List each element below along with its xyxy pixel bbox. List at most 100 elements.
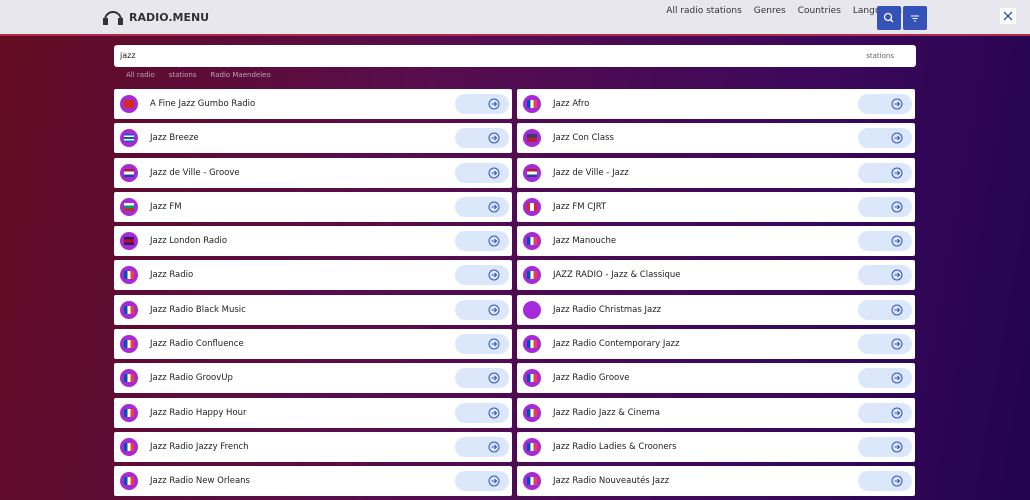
station-card[interactable]: Jazz Breeze xyxy=(114,123,512,154)
play-button[interactable] xyxy=(858,334,912,355)
station-name[interactable]: Jazz Radio Nouveautés Jazz xyxy=(553,476,670,487)
scope-select[interactable]: stations xyxy=(866,52,894,60)
play-button[interactable] xyxy=(455,471,509,492)
breadcrumb: All radio stations Radio Maendeleo xyxy=(126,71,271,79)
station-name[interactable]: Jazz Radio Jazz & Cinema xyxy=(553,407,661,418)
play-button[interactable] xyxy=(858,265,912,286)
search-bar[interactable]: jazz stations xyxy=(114,45,916,67)
station-name[interactable]: Jazz Radio Black Music xyxy=(150,304,246,315)
station-card[interactable]: Jazz Radio xyxy=(114,260,512,291)
station-card[interactable]: Jazz Radio Confluence xyxy=(114,329,512,360)
station-card[interactable]: Jazz Manouche xyxy=(517,226,915,257)
station-card[interactable]: Jazz Radio Contemporary Jazz xyxy=(517,329,915,360)
play-button[interactable] xyxy=(858,196,912,217)
close-button[interactable] xyxy=(1000,8,1016,24)
play-button[interactable] xyxy=(858,299,912,320)
station-card[interactable]: Jazz Con Class xyxy=(517,123,915,154)
station-name[interactable]: Jazz Radio xyxy=(150,270,194,281)
station-card[interactable]: Jazz Afro xyxy=(517,89,915,119)
nav-link[interactable]: Countries xyxy=(797,6,841,16)
station-name[interactable]: Jazz de Ville - Jazz xyxy=(553,167,629,178)
nav-link[interactable]: Genres xyxy=(753,6,786,16)
play-button[interactable] xyxy=(455,334,509,355)
station-name[interactable]: Jazz London Radio xyxy=(150,236,228,247)
play-button[interactable] xyxy=(858,162,912,183)
station-card[interactable]: Jazz Radio Ladies & Crooners xyxy=(517,431,915,462)
station-icon xyxy=(523,335,541,354)
station-card[interactable]: Jazz Radio Jazzy French xyxy=(114,431,512,462)
nav-link[interactable]: All radio stations xyxy=(666,6,742,16)
play-button[interactable] xyxy=(858,231,912,252)
station-card[interactable]: JAZZ RADIO - Jazz & Classique xyxy=(517,260,915,291)
station-name[interactable]: Jazz Afro xyxy=(553,99,590,109)
play-button[interactable] xyxy=(858,471,912,492)
play-button[interactable] xyxy=(455,94,509,114)
station-icon xyxy=(523,472,541,491)
station-card[interactable]: Jazz Radio Black Music xyxy=(114,294,512,325)
top-bar: RADIO.MENU All radio stations Genres Count… xyxy=(0,0,1030,36)
station-name[interactable]: Jazz Manouche xyxy=(553,236,617,247)
play-button[interactable] xyxy=(858,94,912,114)
station-name[interactable]: Jazz Radio Christmas Jazz xyxy=(553,304,662,315)
station-card[interactable]: Jazz Radio Jazz & Cinema xyxy=(517,397,915,428)
station-name[interactable]: Jazz Radio Contemporary Jazz xyxy=(553,339,680,350)
station-card[interactable]: Jazz Radio Groove xyxy=(517,363,915,394)
station-name[interactable]: Jazz de Ville - Groove xyxy=(150,167,240,178)
logo[interactable]: RADIO.MENU xyxy=(102,8,209,26)
flag xyxy=(527,477,537,486)
play-button[interactable] xyxy=(455,162,509,183)
station-card[interactable]: Jazz Radio GroovUp xyxy=(114,363,512,394)
station-card[interactable]: Jazz de Ville - Groove xyxy=(114,157,512,188)
search-query[interactable]: jazz xyxy=(120,51,136,60)
station-name[interactable]: JAZZ RADIO - Jazz & Classique xyxy=(553,270,681,281)
station-name[interactable]: Jazz Radio Happy Hour xyxy=(150,407,247,418)
play-button[interactable] xyxy=(455,368,509,389)
station-list: A Fine Jazz Gumbo Radio Jazz Afro Jazz Bre… xyxy=(114,89,916,497)
station-name[interactable]: Jazz Radio Jazzy French xyxy=(150,441,249,452)
station-name[interactable]: A Fine Jazz Gumbo Radio xyxy=(150,99,256,109)
station-card[interactable]: Jazz Radio Nouveautés Jazz xyxy=(517,466,915,497)
station-card[interactable]: Jazz Radio New Orleans xyxy=(114,466,512,497)
play-button[interactable] xyxy=(455,231,509,252)
search-button[interactable] xyxy=(877,6,901,30)
play-button[interactable] xyxy=(455,265,509,286)
station-icon xyxy=(120,163,138,182)
station-name[interactable]: Jazz Radio New Orleans xyxy=(150,476,250,487)
station-name[interactable]: Jazz Breeze xyxy=(150,133,199,144)
station-card[interactable]: Jazz London Radio xyxy=(114,226,512,257)
station-name[interactable]: Jazz Radio Ladies & Crooners xyxy=(553,441,677,452)
station-card[interactable]: Jazz de Ville - Jazz xyxy=(517,157,915,188)
station-name[interactable]: Jazz FM CJRT xyxy=(553,201,607,212)
filter-button[interactable] xyxy=(903,6,927,30)
play-button[interactable] xyxy=(858,402,912,423)
breadcrumb-item[interactable]: All radio xyxy=(126,71,155,79)
flag xyxy=(124,168,134,177)
station-card[interactable]: Jazz Radio Happy Hour xyxy=(114,397,512,428)
station-name[interactable]: Jazz Radio GroovUp xyxy=(150,373,233,384)
station-icon xyxy=(120,437,138,456)
flag xyxy=(527,202,537,211)
station-card[interactable]: A Fine Jazz Gumbo Radio xyxy=(114,89,512,119)
flag xyxy=(527,408,537,417)
station-name[interactable]: Jazz Radio Groove xyxy=(553,373,630,384)
play-button[interactable] xyxy=(455,128,509,149)
station-name[interactable]: Jazz Radio Confluence xyxy=(150,339,244,350)
station-name[interactable]: Jazz FM xyxy=(150,201,182,212)
flag xyxy=(124,237,134,246)
play-button[interactable] xyxy=(858,436,912,457)
station-name[interactable]: Jazz Con Class xyxy=(553,133,614,144)
station-card[interactable]: Jazz Radio Christmas Jazz xyxy=(517,294,915,325)
breadcrumb-item[interactable]: Radio Maendeleo xyxy=(210,71,271,79)
play-button[interactable] xyxy=(455,436,509,457)
play-button[interactable] xyxy=(858,368,912,389)
station-card[interactable]: Jazz FM xyxy=(114,191,512,222)
play-button[interactable] xyxy=(455,299,509,320)
play-button[interactable] xyxy=(455,196,509,217)
play-button[interactable] xyxy=(858,128,912,149)
flag xyxy=(527,134,537,143)
station-card[interactable]: Jazz FM CJRT xyxy=(517,191,915,222)
breadcrumb-item[interactable]: stations xyxy=(168,71,197,79)
play-button[interactable] xyxy=(455,402,509,423)
station-icon xyxy=(523,232,541,251)
